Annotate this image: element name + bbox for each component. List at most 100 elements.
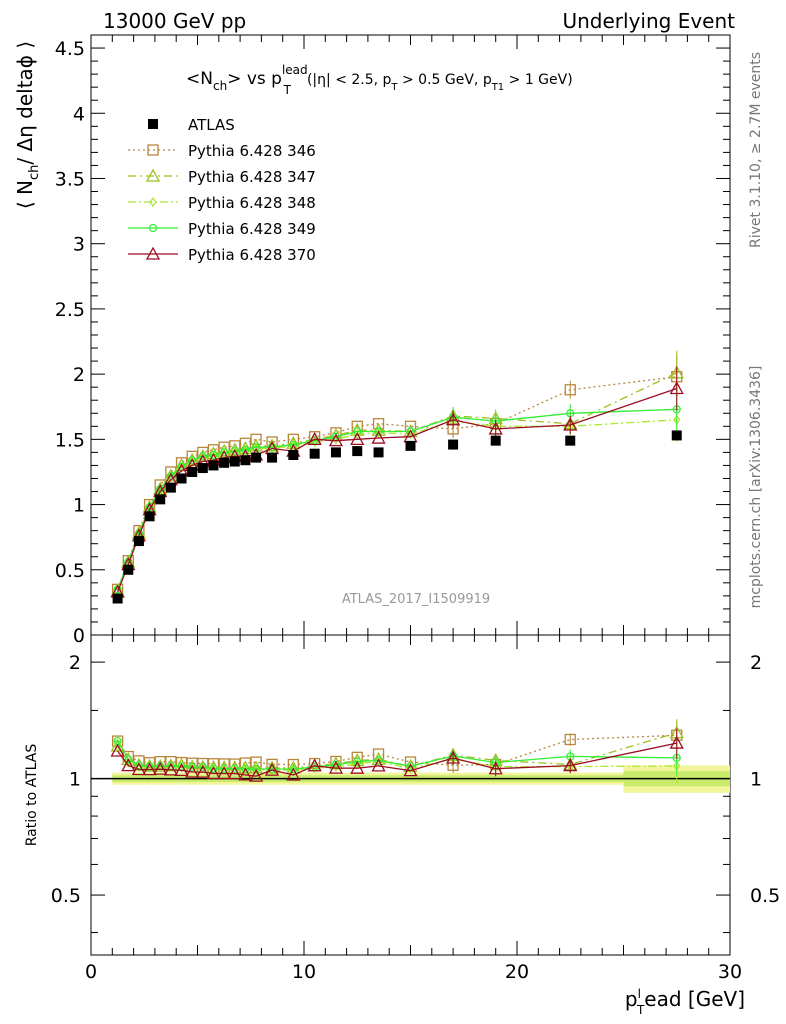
legend: ATLAS Pythia 6.428 346 Pythia 6.428 347 Pyt… (128, 116, 316, 264)
legend-marker (148, 119, 158, 129)
main-y-tick-label: 1 (73, 495, 85, 517)
data-point-ratio (110, 743, 125, 757)
legend-marker (145, 246, 161, 260)
data-point-main (448, 439, 459, 450)
data-point-main (187, 466, 198, 477)
series-line-main (116, 376, 677, 590)
data-point-ratio (488, 761, 503, 775)
data-point-main (251, 452, 262, 463)
data-point-ratio (142, 762, 157, 776)
ratio-y-axis-label: Ratio to ATLAS (24, 744, 40, 847)
main-y-tick-label: 1.5 (55, 429, 85, 451)
data-point-ratio (563, 758, 578, 772)
data-series (110, 350, 684, 785)
ratio-y-tick-label: 1 (69, 769, 81, 791)
ratio-plot-frame (90, 634, 731, 956)
data-point-main (123, 564, 134, 575)
series-line-ratio (117, 734, 677, 766)
data-point-main (488, 421, 503, 435)
data-point-main (309, 448, 320, 459)
data-point-ratio (174, 763, 189, 777)
data-point-main (144, 511, 155, 522)
legend-entry: ATLAS (148, 116, 235, 134)
data-point-main (565, 435, 576, 446)
data-point-main (350, 431, 365, 445)
data-point-main (240, 455, 251, 466)
ratio-y-tick-label-right: 1 (750, 769, 762, 791)
x-tick-label: 0 (85, 961, 97, 983)
header-left: 13000 GeV pp (103, 9, 246, 33)
data-point-ratio (404, 756, 417, 768)
series-4 (113, 387, 681, 776)
data-point-ratio (328, 760, 344, 774)
ratio-y-tick-label: 2 (69, 652, 81, 674)
ratio-y-tick-label: 0.5 (51, 885, 81, 907)
data-point-ratio (307, 758, 322, 772)
legend-label: Pythia 6.428 370 (188, 246, 316, 264)
data-point-ratio (238, 767, 253, 781)
data-point-ratio (195, 764, 210, 778)
legend-label: Pythia 6.428 348 (188, 194, 316, 212)
series-5 (110, 366, 684, 782)
legend-label: Pythia 6.428 347 (188, 168, 316, 186)
data-point-ratio (446, 750, 461, 764)
x-axis-label: pl Tead [GeV] (625, 987, 745, 1017)
data-point-main (330, 447, 341, 458)
data-point-main (165, 482, 176, 493)
data-point-main (563, 417, 578, 431)
data-point-ratio (350, 760, 365, 774)
data-point-ratio (286, 767, 301, 781)
data-point-main (112, 593, 123, 604)
series-line-main (116, 419, 677, 591)
data-point-main (307, 431, 322, 445)
data-point-ratio (371, 758, 386, 772)
data-point-ratio (131, 762, 147, 776)
data-point-main (330, 427, 342, 439)
data-point-main (405, 440, 416, 451)
data-point-main (353, 429, 361, 440)
ratio-y-tick-label-right: 2 (750, 652, 762, 674)
data-point-ratio (403, 763, 418, 777)
data-point-main (669, 381, 684, 395)
data-point-main (229, 456, 240, 467)
data-point-ratio (564, 733, 576, 746)
series-line-ratio (117, 742, 677, 777)
data-point-main (176, 473, 187, 484)
main-y-tick-label: 0.5 (55, 560, 85, 582)
data-point-ratio (143, 757, 156, 769)
legend-marker (145, 168, 161, 182)
data-point-main (371, 430, 386, 444)
main-y-tick-label: 2.5 (55, 299, 85, 321)
legend-marker (149, 197, 157, 207)
data-point-ratio (217, 766, 232, 780)
main-y-tick-label: 2 (73, 364, 85, 386)
data-point-ratio (669, 735, 684, 749)
x-tick-label: 30 (718, 961, 742, 983)
plot-title: <Nch> vs plead T(|η| < 2.5, pT > 0.5 GeV,… (186, 63, 573, 97)
x-tick-label: 20 (505, 961, 529, 983)
mcplots-label: mcplots.cern.ch [arXiv:1306.3436] (748, 366, 764, 609)
data-point-ratio (248, 768, 264, 782)
data-point-main (197, 463, 208, 474)
series-0 (112, 430, 682, 604)
data-point-main (564, 384, 576, 396)
data-point-main (352, 446, 363, 457)
series-1 (111, 354, 683, 773)
data-point-ratio (264, 762, 280, 776)
data-point-ratio (153, 761, 168, 775)
legend-entry: Pythia 6.428 346 (128, 142, 316, 160)
data-point-main (239, 437, 252, 449)
data-point-main (373, 447, 384, 458)
data-point-main (671, 430, 682, 441)
data-point-ratio (206, 766, 221, 780)
legend-label: ATLAS (188, 116, 235, 134)
main-y-tick-label: 3.5 (55, 168, 85, 190)
data-point-ratio (121, 758, 136, 772)
data-point-main (328, 433, 344, 447)
legend-label: Pythia 6.428 346 (188, 142, 316, 160)
main-y-axis-label: ⟨ Nch/ Δη deltaϕ ⟩ (13, 41, 42, 209)
legend-marker (147, 144, 159, 156)
legend-label: Pythia 6.428 349 (188, 220, 316, 238)
x-tick-label: 10 (292, 961, 316, 983)
